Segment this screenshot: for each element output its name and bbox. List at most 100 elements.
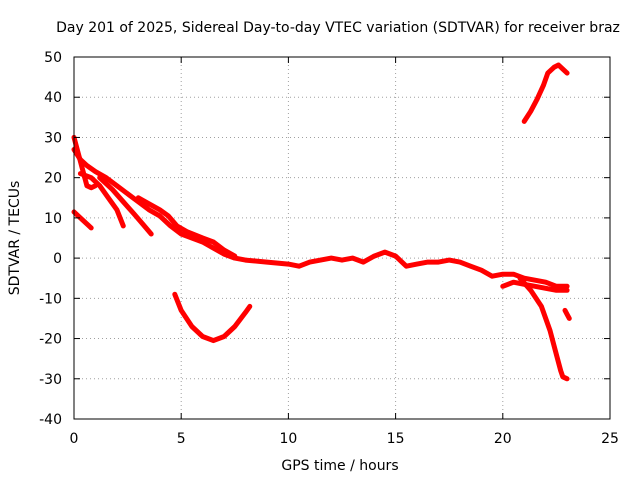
data-point: [211, 239, 216, 245]
data-point: [264, 259, 270, 265]
x-tick-label: 15: [387, 431, 405, 447]
y-tick-label: 10: [44, 211, 62, 227]
y-tick-label: 30: [44, 130, 62, 146]
data-point: [232, 324, 237, 329]
data-point: [97, 175, 102, 180]
data-point: [350, 255, 355, 261]
data-point: [560, 374, 565, 379]
y-tick-label: 20: [44, 171, 62, 187]
data-point: [489, 274, 495, 279]
data-point: [104, 175, 109, 180]
data-point: [552, 64, 557, 70]
data-point: [562, 308, 568, 313]
series-secondary-2: [97, 175, 154, 237]
data-point: [286, 261, 291, 267]
data-point: [221, 247, 227, 253]
data-point: [511, 272, 516, 277]
data-point: [539, 304, 544, 309]
x-tick-label: 5: [177, 431, 186, 447]
y-tick-label: -10: [39, 291, 62, 307]
data-point: [541, 83, 546, 88]
data-point: [560, 66, 565, 72]
data-point: [522, 282, 527, 287]
data-point: [447, 257, 452, 263]
data-point: [125, 191, 130, 196]
data-point: [89, 225, 94, 231]
data-point: [558, 368, 563, 373]
data-point: [185, 229, 190, 235]
data-point: [547, 328, 553, 333]
data-point: [149, 231, 154, 237]
data-point: [247, 304, 252, 309]
x-tick-label: 25: [601, 431, 619, 447]
data-point: [545, 70, 550, 76]
data-point: [211, 245, 216, 251]
data-point: [361, 259, 366, 265]
data-point: [146, 201, 152, 206]
data-point: [534, 97, 540, 102]
data-point: [114, 207, 120, 212]
y-tick-label: -30: [39, 372, 62, 388]
x-tick-label: 20: [494, 431, 512, 447]
data-point: [172, 292, 177, 297]
data-point: [200, 334, 205, 339]
data-series: [71, 62, 572, 382]
data-point: [243, 257, 248, 263]
data-point: [232, 253, 237, 259]
data-point: [179, 308, 184, 313]
data-point: [372, 253, 377, 259]
data-point: [110, 187, 115, 192]
data-point: [500, 272, 505, 277]
data-point: [168, 223, 173, 229]
data-point: [382, 249, 388, 255]
data-point: [564, 312, 570, 317]
y-tick-label: -40: [39, 412, 62, 428]
data-point: [121, 199, 126, 204]
data-point: [404, 264, 409, 269]
series-secondary-3: [135, 195, 238, 259]
data-point: [200, 235, 205, 241]
plot-frame: [73, 56, 611, 420]
data-point: [84, 163, 90, 168]
data-point: [157, 213, 162, 219]
data-point: [479, 268, 484, 273]
axis-ticks: 0 5 10 15 20 25 -40 -30 -20 -10 0 10 20 30 40 50: [39, 50, 619, 447]
data-point: [329, 255, 334, 261]
data-point: [131, 211, 137, 217]
data-point: [211, 338, 216, 343]
data-point: [174, 223, 180, 229]
data-point: [166, 213, 171, 219]
data-point: [89, 185, 94, 190]
data-point: [528, 109, 533, 114]
data-point: [554, 288, 559, 293]
data-point: [414, 261, 420, 267]
data-point: [97, 183, 102, 188]
data-point: [339, 257, 345, 263]
data-point: [78, 215, 83, 221]
data-point: [564, 376, 570, 381]
data-point: [556, 62, 561, 68]
data-point: [84, 183, 90, 188]
data-point: [106, 195, 111, 200]
data-point: [468, 264, 473, 269]
y-tick-label: 50: [44, 50, 62, 66]
data-point: [532, 278, 538, 283]
series-negative-arc: [172, 291, 253, 344]
series-main-trend: [71, 147, 570, 289]
data-point: [179, 231, 184, 237]
data-point: [307, 259, 312, 265]
series-low-start: [71, 209, 94, 231]
data-point: [93, 169, 98, 174]
data-point: [318, 257, 323, 263]
data-point: [522, 119, 527, 124]
data-point: [543, 286, 548, 291]
data-point: [528, 288, 533, 293]
data-point: [78, 171, 83, 176]
data-point: [146, 207, 152, 212]
y-axis-label: SDTVAR / TECUs: [7, 181, 23, 296]
data-point: [564, 284, 570, 289]
data-point: [121, 223, 126, 229]
data-point: [511, 280, 516, 285]
data-point: [564, 70, 570, 76]
data-point: [554, 352, 559, 357]
